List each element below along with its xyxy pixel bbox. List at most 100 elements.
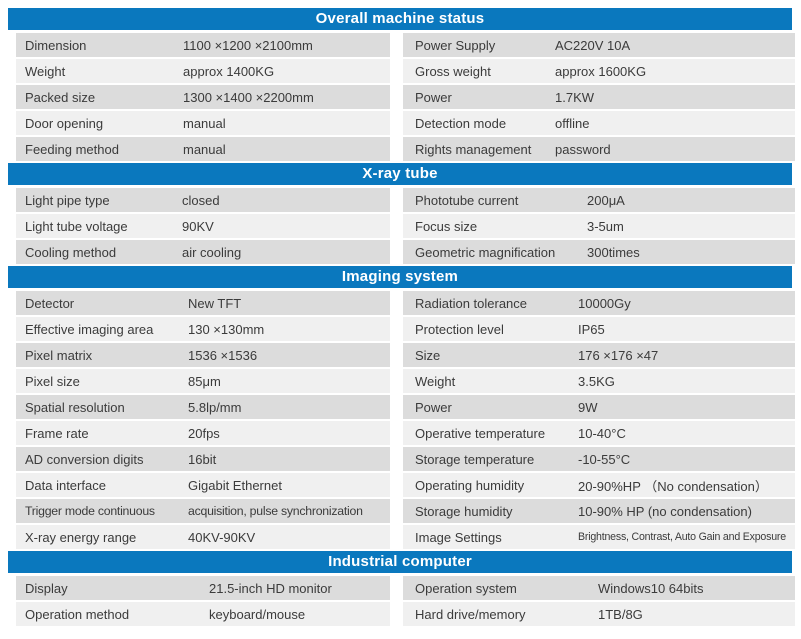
spec-label: Pixel matrix <box>25 347 93 363</box>
spec-label: Power <box>415 399 452 415</box>
spec-label: Effective imaging area <box>25 321 154 337</box>
spec-label: Operation method <box>25 606 130 622</box>
spec-row: Dimension 1100 ×1200 ×2100mm Power Suppl… <box>16 33 795 57</box>
spec-value: Windows10 64bits <box>598 580 704 596</box>
spec-label: Power Supply <box>415 37 496 53</box>
spec-row: Operation method keyboard/mouse Hard dri… <box>16 602 795 626</box>
spec-value: 1100 ×1200 ×2100mm <box>183 37 313 53</box>
spec-cell-right: Rights management password <box>403 137 795 161</box>
section-xray-tube: X-ray tube Light pipe type closed Photot… <box>0 163 801 264</box>
section-rows: Display 21.5-inch HD monitor Operation s… <box>0 576 801 626</box>
spec-label: Operating humidity <box>415 477 525 493</box>
spec-label: Feeding method <box>25 141 119 157</box>
section-imaging-system: Imaging system Detector New TFT Radiatio… <box>0 266 801 549</box>
spec-value: keyboard/mouse <box>209 606 306 622</box>
spec-value: 40KV-90KV <box>188 529 256 545</box>
spec-row: Frame rate 20fps Operative temperature 1… <box>16 421 795 445</box>
spec-label: Weight <box>415 373 456 389</box>
section-rows: Detector New TFT Radiation tolerance 100… <box>0 291 801 549</box>
spec-cell-left: X-ray energy range 40KV-90KV <box>16 525 390 549</box>
spec-cell-left: Door opening manual <box>16 111 390 135</box>
spec-label: Operation system <box>415 580 517 596</box>
spec-value: approx 1600KG <box>555 63 647 79</box>
spec-value: 176 ×176 ×47 <box>578 347 659 363</box>
spec-row: Trigger mode continuous acquisition, pul… <box>16 499 795 523</box>
spec-label: Detection mode <box>415 115 507 131</box>
spec-label: Pixel size <box>25 373 80 389</box>
spec-label: Cooling method <box>25 244 117 260</box>
spec-cell-right: Weight 3.5KG <box>403 369 795 393</box>
spec-cell-right: Storage temperature -10-55°C <box>403 447 795 471</box>
spec-cell-right: Storage humidity 10-90% HP (no condensat… <box>403 499 795 523</box>
spec-value: 300times <box>587 244 640 260</box>
spec-row: Door opening manual Detection mode offli… <box>16 111 795 135</box>
machine-spec-sheet: Overall machine status Dimension 1100 ×1… <box>0 8 801 626</box>
spec-value: 10-90% HP (no condensation) <box>578 503 752 519</box>
spec-row: Feeding method manual Rights management … <box>16 137 795 161</box>
spec-value: 1300 ×1400 ×2200mm <box>183 89 314 105</box>
spec-cell-right: Operative temperature 10-40°C <box>403 421 795 445</box>
spec-cell-left: Detector New TFT <box>16 291 390 315</box>
spec-label: Radiation tolerance <box>415 295 528 311</box>
section-industrial-computer: Industrial computer Display 21.5-inch HD… <box>0 551 801 626</box>
spec-row: X-ray energy range 40KV-90KV Image Setti… <box>16 525 795 549</box>
section-rows: Dimension 1100 ×1200 ×2100mm Power Suppl… <box>0 33 801 161</box>
section-title: Overall machine status <box>8 8 792 30</box>
spec-label: Operative temperature <box>415 425 546 441</box>
spec-label: Light tube voltage <box>25 218 128 234</box>
spec-cell-left: Feeding method manual <box>16 137 390 161</box>
spec-row: Weight approx 1400KG Gross weight approx… <box>16 59 795 83</box>
spec-row: Packed size 1300 ×1400 ×2200mm Power 1.7… <box>16 85 795 109</box>
spec-cell-left: Operation method keyboard/mouse <box>16 602 390 626</box>
section-title: Industrial computer <box>8 551 792 573</box>
spec-cell-left: Light pipe type closed <box>16 188 390 212</box>
spec-row: Data interface Gigabit Ethernet Operatin… <box>16 473 795 497</box>
spec-label: Image Settings <box>415 529 502 545</box>
spec-label: Frame rate <box>25 425 89 441</box>
spec-cell-right: Operation system Windows10 64bits <box>403 576 795 600</box>
spec-value: approx 1400KG <box>183 63 275 79</box>
spec-cell-left: Cooling method air cooling <box>16 240 390 264</box>
spec-label: Detector <box>25 295 75 311</box>
spec-value: New TFT <box>188 295 242 311</box>
spec-value: AC220V 10A <box>555 37 631 53</box>
spec-label: AD conversion digits <box>25 451 144 467</box>
spec-label: Geometric magnification <box>415 244 556 260</box>
spec-row: Pixel matrix 1536 ×1536 Size 176 ×176 ×4… <box>16 343 795 367</box>
spec-value: 200μA <box>587 192 625 208</box>
spec-label: Size <box>415 347 441 363</box>
spec-label: Data interface <box>25 477 106 493</box>
spec-cell-left: Frame rate 20fps <box>16 421 390 445</box>
spec-cell-left: AD conversion digits 16bit <box>16 447 390 471</box>
spec-label: Hard drive/memory <box>415 606 526 622</box>
spec-cell-right: Geometric magnification 300times <box>403 240 795 264</box>
spec-cell-left: Weight approx 1400KG <box>16 59 390 83</box>
spec-label: Packed size <box>25 89 96 105</box>
spec-value: 1.7KW <box>555 89 595 105</box>
spec-row: Light tube voltage 90KV Focus size 3-5um <box>16 214 795 238</box>
spec-row: Pixel size 85μm Weight 3.5KG <box>16 369 795 393</box>
spec-row: Light pipe type closed Phototube current… <box>16 188 795 212</box>
spec-value: 21.5-inch HD monitor <box>209 580 332 596</box>
spec-cell-right: Hard drive/memory 1TB/8G <box>403 602 795 626</box>
spec-cell-right: Detection mode offline <box>403 111 795 135</box>
spec-cell-right: Image Settings Brightness, Contrast, Aut… <box>403 525 795 549</box>
spec-cell-left: Packed size 1300 ×1400 ×2200mm <box>16 85 390 109</box>
section-title: X-ray tube <box>8 163 792 185</box>
spec-cell-right: Power Supply AC220V 10A <box>403 33 795 57</box>
spec-label: Light pipe type <box>25 192 110 208</box>
spec-cell-right: Operating humidity 20-90%HP （No condensa… <box>403 473 795 497</box>
spec-value: 3.5KG <box>578 373 615 389</box>
spec-value: closed <box>182 192 220 208</box>
section-overall-machine-status: Overall machine status Dimension 1100 ×1… <box>0 8 801 161</box>
spec-cell-right: Phototube current 200μA <box>403 188 795 212</box>
spec-row: Cooling method air cooling Geometric mag… <box>16 240 795 264</box>
spec-label: Door opening <box>25 115 104 131</box>
spec-cell-left: Pixel size 85μm <box>16 369 390 393</box>
spec-value: -10-55°C <box>578 451 631 467</box>
spec-value: 16bit <box>188 451 217 467</box>
spec-value: manual <box>183 141 226 157</box>
spec-cell-right: Radiation tolerance 10000Gy <box>403 291 795 315</box>
spec-value: Brightness, Contrast, Auto Gain and Expo… <box>578 531 786 543</box>
spec-value: 130 ×130mm <box>188 321 265 337</box>
